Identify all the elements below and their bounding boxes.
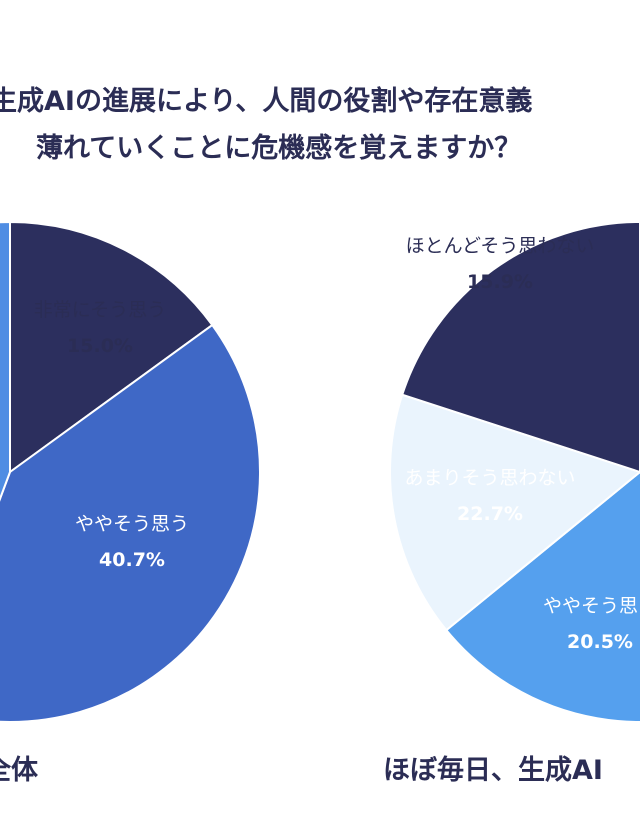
slice-value-0-1: 40.7% (99, 549, 165, 571)
slice-label-0-0: 非常にそう思う (34, 299, 167, 321)
slice-label-1-1: ややそう思う (543, 595, 640, 617)
pie-chart-daily-users: ややそう思う 20.5% あまりそう思わない 22.7% ほとんどそう思わない 15.9% (389, 220, 640, 723)
pie-slice-1-3 (389, 393, 640, 632)
pie-slice-0-0 (9, 220, 214, 474)
pie-chart-overall: 非常にそう思う 15.0% ややそう思う 40.7% (0, 220, 261, 723)
slice-label-1-3: ほとんどそう思わない (406, 235, 595, 257)
pie-slice-1-2 (444, 470, 640, 723)
slice-value-1-1: 20.5% (567, 631, 633, 653)
slice-label-0-1: ややそう思う (75, 513, 189, 535)
pie-slice-0-2 (0, 220, 11, 502)
pie-slice-1-4 (400, 220, 640, 474)
chart-title-line-1: 生成AIの進展により、人間の役割や存在意義 (0, 86, 533, 117)
pie-slice-0-1 (0, 323, 261, 723)
chart-title: 生成AIの進展により、人間の役割や存在意義 薄れていくことに危機感を覚えますか？ (0, 78, 640, 172)
slice-value-0-0: 15.0% (67, 335, 133, 357)
caption-overall: 全体 (0, 755, 38, 786)
caption-daily-users: ほぼ毎日、生成AI (383, 755, 603, 786)
slice-value-1-2: 22.7% (457, 503, 523, 525)
slice-value-1-3: 15.9% (467, 271, 533, 293)
slice-label-1-2: あまりそう思わない (404, 467, 575, 489)
chart-title-line-2: 薄れていくことに危機感を覚えますか？ (36, 133, 522, 164)
